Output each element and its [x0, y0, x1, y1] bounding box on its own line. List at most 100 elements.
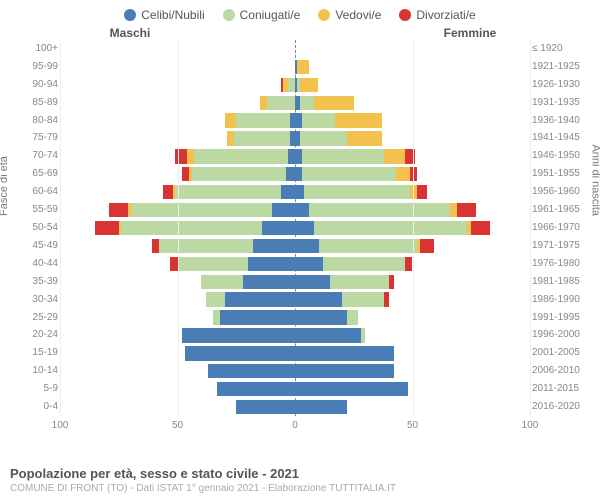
age-label: 60-64 [18, 186, 58, 197]
age-label: 95-99 [18, 61, 58, 72]
legend-item: Vedovi/e [318, 8, 381, 22]
pyramid-row [60, 58, 530, 76]
bar-segment-divorced [389, 275, 394, 289]
x-tick-label: 50 [172, 420, 183, 431]
age-label: 10-14 [18, 365, 58, 376]
bar-segment-married [234, 131, 290, 145]
bar-segment-divorced [95, 221, 119, 235]
bar-segment-divorced [410, 167, 417, 181]
bar-segment-married [302, 113, 335, 127]
birth-year-label: 1991-1995 [532, 312, 582, 323]
bar-segment-single [295, 346, 394, 360]
legend-label: Celibi/Nubili [141, 8, 204, 22]
bar-segment-married [175, 185, 281, 199]
header-femmine: Femmine [300, 26, 600, 40]
age-label: 15-19 [18, 347, 58, 358]
pyramid-row [60, 398, 530, 416]
bar-segment-divorced [163, 185, 172, 199]
birth-year-label: 1946-1950 [532, 150, 582, 161]
bar-segment-single [295, 203, 309, 217]
pyramid-row [60, 147, 530, 165]
bar-segment-single [295, 328, 361, 342]
bar-segment-married [342, 292, 384, 306]
bar-segment-widowed [300, 78, 319, 92]
legend: Celibi/NubiliConiugati/eVedovi/eDivorzia… [0, 0, 600, 26]
plot [60, 40, 530, 416]
bar-segment-single [286, 167, 295, 181]
bar-segment-single [272, 203, 296, 217]
pyramid-row [60, 273, 530, 291]
bar-segment-married [206, 292, 225, 306]
grid-line [178, 40, 179, 416]
bar-segment-divorced [384, 292, 389, 306]
bar-segment-single [295, 149, 302, 163]
bar-segment-married [192, 167, 286, 181]
bar-segment-married [330, 275, 389, 289]
bar-segment-single [295, 364, 394, 378]
pyramid-row [60, 344, 530, 362]
bar-segment-married [213, 310, 220, 324]
birth-year-label: 1986-1990 [532, 294, 582, 305]
bar-segment-married [361, 328, 366, 342]
age-label: 35-39 [18, 276, 58, 287]
bar-segment-single [295, 221, 314, 235]
birth-year-label: 1926-1930 [532, 79, 582, 90]
bar-segment-single [243, 275, 295, 289]
birth-year-label: 1961-1965 [532, 204, 582, 215]
legend-swatch [124, 9, 136, 21]
x-tick-label: 100 [522, 420, 539, 431]
age-label: 80-84 [18, 115, 58, 126]
bar-segment-widowed [187, 149, 194, 163]
x-tick-label: 0 [292, 420, 298, 431]
age-label: 50-54 [18, 222, 58, 233]
birth-year-label: 1936-1940 [532, 115, 582, 126]
bar-segment-single [185, 346, 295, 360]
chart-area: Fasce di età Anni di nascita 10050050100… [0, 40, 600, 440]
bar-segment-divorced [152, 239, 159, 253]
bar-segment-single [281, 185, 295, 199]
bar-segment-married [300, 96, 314, 110]
gender-headers: Maschi Femmine [0, 26, 600, 40]
footer: Popolazione per età, sesso e stato civil… [10, 466, 590, 494]
age-label: 85-89 [18, 97, 58, 108]
bar-segment-single [295, 275, 330, 289]
yaxis-left-title: Fasce di età [0, 156, 10, 216]
birth-year-label: 2011-2015 [532, 383, 582, 394]
birth-year-label: 1956-1960 [532, 186, 582, 197]
bar-segment-single [236, 400, 295, 414]
bar-segment-married [347, 310, 359, 324]
bar-segment-single [262, 221, 295, 235]
pyramid-row [60, 112, 530, 130]
grid-line [413, 40, 414, 416]
bar-segment-single [182, 328, 295, 342]
pyramid-row [60, 291, 530, 309]
pyramid-row [60, 309, 530, 327]
bar-segment-widowed [225, 113, 237, 127]
pyramid-rows [60, 40, 530, 416]
birth-year-label: 1966-1970 [532, 222, 582, 233]
bar-segment-divorced [417, 185, 426, 199]
bar-segment-single [295, 185, 304, 199]
pyramid-row [60, 40, 530, 58]
bar-segment-single [295, 239, 319, 253]
bar-segment-widowed [227, 131, 234, 145]
birth-year-label: 1941-1945 [532, 132, 582, 143]
age-label: 100+ [18, 43, 58, 54]
bar-segment-married [121, 221, 262, 235]
bar-segment-divorced [182, 167, 189, 181]
bar-segment-widowed [335, 113, 382, 127]
legend-label: Divorziati/e [416, 8, 475, 22]
bar-segment-single [295, 167, 302, 181]
birth-year-label: 2006-2010 [532, 365, 582, 376]
pyramid-row [60, 380, 530, 398]
birth-year-label: ≤ 1920 [532, 43, 582, 54]
bar-segment-widowed [314, 96, 354, 110]
bar-segment-married [201, 275, 243, 289]
legend-item: Divorziati/e [399, 8, 475, 22]
bar-segment-widowed [384, 149, 405, 163]
age-label: 20-24 [18, 329, 58, 340]
bar-segment-married [309, 203, 450, 217]
pyramid-row [60, 362, 530, 380]
bar-segment-married [314, 221, 467, 235]
bar-segment-widowed [297, 60, 309, 74]
